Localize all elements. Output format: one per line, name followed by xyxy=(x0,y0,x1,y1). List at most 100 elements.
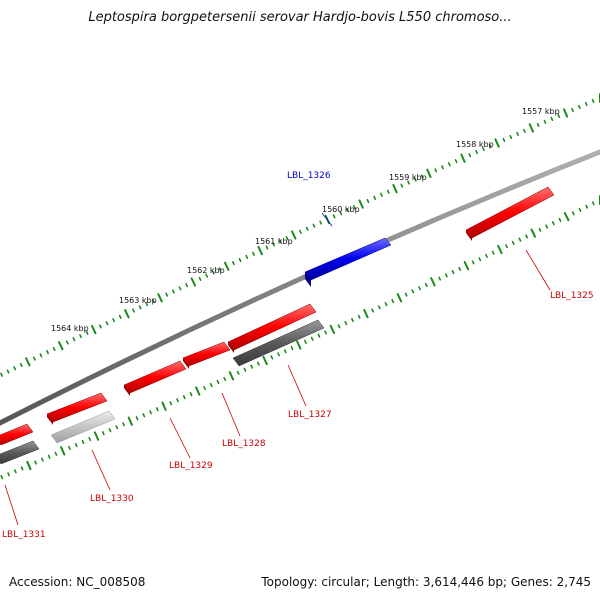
ruler-tick xyxy=(138,305,142,310)
ruler-tick xyxy=(151,298,155,304)
gene-LBL_1331[interactable] xyxy=(0,423,34,446)
ruler-tick xyxy=(444,273,448,278)
ruler-tick xyxy=(198,276,202,281)
tick-label-1561: 1561 kbp xyxy=(255,237,293,246)
ruler-tick xyxy=(494,138,500,148)
ruler-tick xyxy=(460,153,466,163)
ruler-tick xyxy=(346,208,350,213)
ruler-tick xyxy=(312,223,316,228)
ruler-tick xyxy=(189,392,193,397)
ruler-tick xyxy=(13,366,17,371)
ruler-tick xyxy=(591,201,595,206)
ruler-tick xyxy=(337,324,341,329)
ruler-tick xyxy=(471,260,475,265)
ruler-tick xyxy=(441,165,444,170)
gene-LBL_1330[interactable] xyxy=(46,392,108,425)
ruler-tick xyxy=(577,104,581,110)
ruler-tick xyxy=(205,273,209,278)
ruler-tick xyxy=(52,346,56,351)
ruler-tick xyxy=(91,325,97,335)
ruler-tick xyxy=(108,428,112,433)
ruler-tick xyxy=(475,150,478,155)
ruler-tick xyxy=(296,340,302,350)
ruler-tick xyxy=(6,369,10,374)
ruler-tick xyxy=(105,321,109,326)
ruler-tick xyxy=(563,108,569,118)
feature-grey-2[interactable] xyxy=(50,410,116,444)
ruler-tick xyxy=(57,341,64,351)
ruler-tick xyxy=(161,401,167,411)
ruler-tick xyxy=(0,372,3,377)
ruler-tick xyxy=(112,318,116,323)
ruler-tick xyxy=(551,221,555,226)
ruler-tick xyxy=(516,131,519,137)
ruler-tick xyxy=(424,282,428,288)
ruler-tick xyxy=(238,257,242,263)
ruler-tick xyxy=(505,244,508,249)
ruler-tick xyxy=(218,267,222,272)
ruler-tick xyxy=(41,457,44,462)
ruler-tick xyxy=(257,245,263,256)
ruler-tick xyxy=(371,308,375,313)
ruler-tick xyxy=(101,431,105,436)
ruler-tick xyxy=(46,350,49,355)
gene-LBL_1326[interactable] xyxy=(304,237,392,287)
ruler-tick xyxy=(250,364,254,369)
ruler-tick xyxy=(585,204,589,209)
ruler-tick xyxy=(563,212,570,222)
label-LBL_1331: LBL_1331 xyxy=(2,530,46,540)
ruler-tick xyxy=(39,353,43,358)
outer-ruler xyxy=(0,93,600,377)
ruler-tick xyxy=(377,305,381,310)
ruler-tick xyxy=(122,422,125,427)
topology-stats: Topology: circular; Length: 3,614,446 bp… xyxy=(261,575,591,589)
ruler-tick xyxy=(262,355,268,366)
ruler-tick xyxy=(413,177,417,182)
ruler-tick xyxy=(32,356,36,361)
ruler-tick xyxy=(305,226,309,231)
ruler-tick xyxy=(558,217,562,222)
ruler-tick xyxy=(0,475,4,480)
ruler-tick xyxy=(290,346,294,351)
ruler-tick xyxy=(272,242,275,247)
map-title: Leptospira borgpetersenii serovar Hardjo… xyxy=(88,10,512,25)
feature-grey-1[interactable] xyxy=(232,319,325,367)
ruler-tick xyxy=(195,386,201,396)
ruler-tick xyxy=(538,227,542,232)
gene-LBL_1329[interactable] xyxy=(123,360,187,396)
ruler-tick xyxy=(171,289,175,294)
ruler-tick xyxy=(366,198,370,204)
gene-LBL_1325[interactable] xyxy=(465,186,555,241)
tick-label-1559: 1559 kbp xyxy=(389,173,427,182)
ruler-tick xyxy=(19,362,23,368)
tick-label-1558: 1558 kbp xyxy=(456,140,494,149)
ruler-tick xyxy=(400,183,404,188)
tick-label-1557: 1557 kbp xyxy=(522,107,560,116)
ruler-tick xyxy=(98,324,102,329)
ruler-tick xyxy=(228,371,235,381)
ruler-tick xyxy=(488,143,492,149)
ruler-tick xyxy=(411,289,415,294)
tick-label-1564: 1564 kbp xyxy=(51,324,89,333)
ruler-tick xyxy=(178,286,182,291)
ruler-tick xyxy=(155,407,159,412)
ruler-tick xyxy=(278,239,282,244)
ruler-tick xyxy=(434,168,438,173)
ruler-tick xyxy=(491,250,495,255)
ruler-tick xyxy=(157,293,163,303)
ruler-tick xyxy=(169,401,173,406)
ruler-tick xyxy=(34,460,37,465)
label-LBL_1327: LBL_1327 xyxy=(288,410,332,420)
feature-grey-3[interactable] xyxy=(0,440,40,465)
gene-LBL_1328[interactable] xyxy=(182,341,231,369)
ruler-tick xyxy=(72,337,76,342)
ruler-tick xyxy=(13,469,17,474)
ruler-tick xyxy=(329,324,336,335)
ruler-tick xyxy=(363,309,369,319)
ruler-tick xyxy=(74,442,78,448)
ruler-tick xyxy=(317,333,321,338)
ruler-tick xyxy=(85,330,89,335)
gene-labels: LBL_1326 LBL_1325 LBL_1327 LBL_1328 LBL_… xyxy=(2,171,594,540)
gene-LBL_1327[interactable] xyxy=(227,303,317,353)
